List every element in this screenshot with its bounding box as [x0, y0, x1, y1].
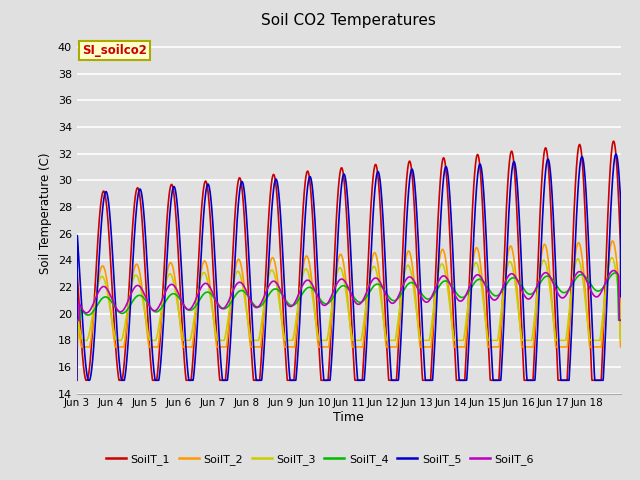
SoilT_2 — [609, 239, 617, 244]
SoilT_3 — [617, 337, 625, 343]
Legend: SoilT_1, SoilT_2, SoilT_3, SoilT_4, SoilT_5, SoilT_6: SoilT_1, SoilT_2, SoilT_3, SoilT_4, Soil… — [101, 450, 539, 469]
SoilT_3 — [513, 290, 520, 296]
SoilT_1 — [610, 138, 618, 144]
SoilT_4 — [543, 273, 551, 279]
SoilT_2 — [617, 344, 625, 350]
SoilT_6 — [381, 291, 389, 297]
SoilT_1 — [617, 330, 625, 336]
SoilT_1 — [73, 377, 81, 383]
SoilT_4 — [127, 301, 135, 307]
SoilT_4 — [73, 317, 81, 323]
SoilT_1 — [127, 247, 135, 253]
SoilT_1 — [381, 312, 389, 318]
SoilT_5 — [244, 248, 252, 253]
SoilT_2 — [73, 344, 81, 350]
SoilT_6 — [617, 317, 625, 323]
SoilT_2 — [381, 336, 389, 341]
SoilT_6 — [127, 291, 135, 297]
Line: SoilT_1: SoilT_1 — [77, 141, 621, 380]
SoilT_4 — [244, 294, 252, 300]
SoilT_3 — [609, 256, 617, 262]
SoilT_1 — [543, 150, 551, 156]
SoilT_6 — [543, 270, 551, 276]
Line: SoilT_2: SoilT_2 — [77, 241, 621, 347]
X-axis label: Time: Time — [333, 411, 364, 424]
Title: Soil CO2 Temperatures: Soil CO2 Temperatures — [261, 13, 436, 28]
SoilT_1 — [609, 139, 617, 145]
SoilT_5 — [513, 171, 520, 177]
Line: SoilT_5: SoilT_5 — [77, 154, 621, 380]
SoilT_5 — [617, 294, 625, 300]
SoilT_3 — [127, 285, 135, 290]
SoilT_1 — [513, 199, 520, 204]
SoilT_3 — [73, 337, 81, 343]
SoilT_4 — [612, 270, 620, 276]
Line: SoilT_6: SoilT_6 — [77, 271, 621, 320]
SoilT_5 — [543, 158, 551, 164]
Text: SI_soilco2: SI_soilco2 — [82, 44, 147, 58]
SoilT_2 — [543, 249, 551, 255]
SoilT_5 — [612, 151, 620, 157]
SoilT_3 — [244, 323, 252, 328]
Y-axis label: Soil Temperature (C): Soil Temperature (C) — [39, 153, 52, 275]
SoilT_3 — [543, 266, 551, 272]
SoilT_6 — [73, 317, 81, 323]
SoilT_5 — [73, 377, 81, 383]
SoilT_2 — [127, 284, 135, 290]
Line: SoilT_4: SoilT_4 — [77, 273, 621, 320]
SoilT_4 — [381, 289, 389, 295]
SoilT_4 — [513, 276, 520, 282]
SoilT_6 — [513, 276, 520, 281]
SoilT_5 — [127, 289, 135, 295]
SoilT_1 — [244, 294, 252, 300]
Line: SoilT_3: SoilT_3 — [77, 258, 621, 340]
SoilT_6 — [610, 268, 618, 274]
SoilT_3 — [608, 255, 616, 261]
SoilT_2 — [609, 238, 616, 244]
SoilT_3 — [381, 330, 389, 336]
SoilT_4 — [617, 317, 625, 323]
SoilT_5 — [381, 260, 389, 265]
SoilT_2 — [244, 326, 252, 332]
SoilT_6 — [244, 293, 252, 299]
SoilT_2 — [513, 279, 520, 285]
SoilT_4 — [609, 271, 617, 276]
SoilT_5 — [609, 170, 617, 176]
SoilT_6 — [609, 268, 617, 274]
